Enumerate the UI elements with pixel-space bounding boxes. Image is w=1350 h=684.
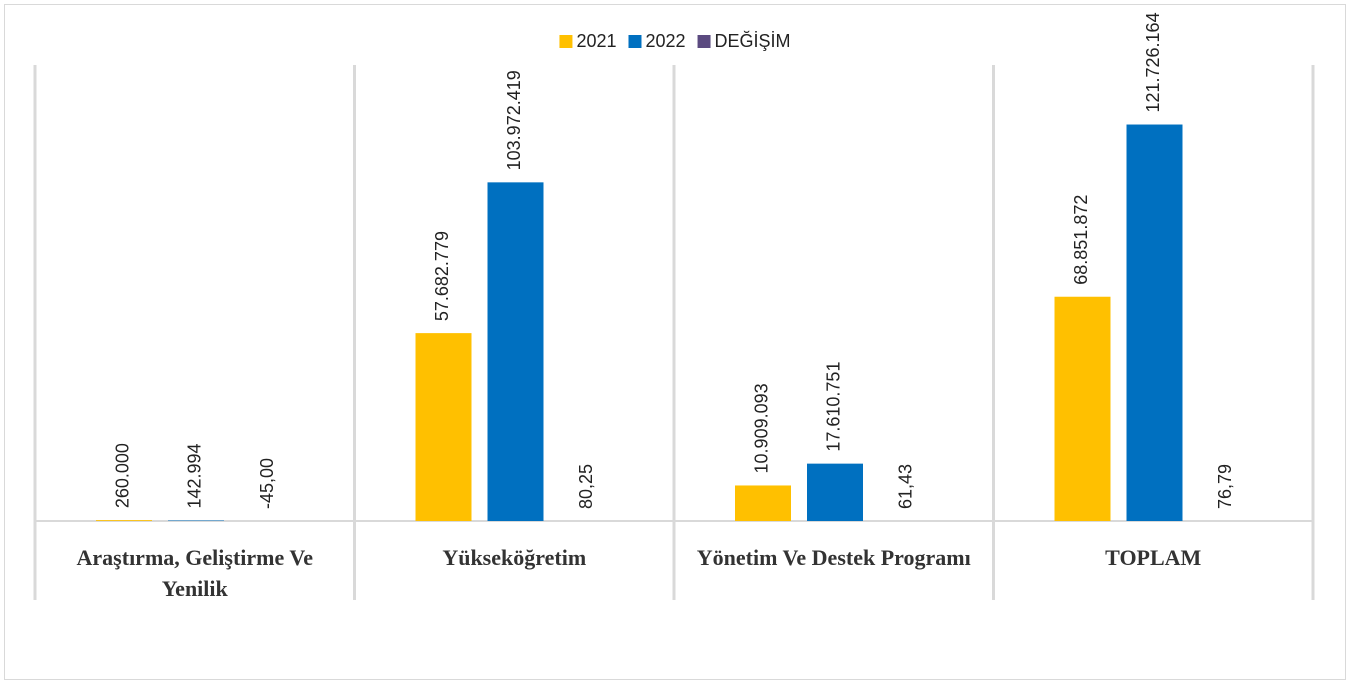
legend-label: 2022	[645, 31, 685, 51]
data-label: 10.909.093	[752, 383, 772, 473]
legend-label: 2021	[576, 31, 616, 51]
bar	[487, 182, 544, 521]
data-label: 57.682.779	[432, 231, 452, 321]
data-label: 17.610.751	[824, 362, 844, 452]
x-tick-label: Araştırma, Geliştirme Ve Yenilik	[76, 545, 313, 601]
bar	[807, 463, 863, 521]
bar	[96, 520, 152, 521]
data-label: -45,00	[257, 458, 277, 509]
x-tick-label: Yönetim Ve Destek Programı	[696, 545, 971, 570]
data-label: 80,25	[576, 464, 596, 509]
data-label: 103.972.419	[504, 70, 524, 170]
data-label: 68.851.872	[1071, 195, 1091, 285]
bar	[1126, 124, 1183, 521]
data-label: 142.994	[185, 443, 205, 508]
data-label: 260.000	[113, 443, 133, 508]
legend-swatch	[559, 35, 573, 48]
bar	[1054, 296, 1111, 521]
bar	[735, 485, 791, 521]
legend-label: DEĞİŞİM	[715, 30, 791, 51]
legend-swatch	[697, 35, 711, 48]
data-label: 121.726.164	[1143, 12, 1163, 112]
x-tick-label: TOPLAM	[1105, 545, 1202, 570]
data-label: 76,79	[1215, 464, 1235, 509]
data-label: 61,43	[896, 464, 916, 509]
legend-swatch	[628, 35, 642, 48]
x-tick-label: Yükseköğretim	[442, 545, 587, 570]
bar	[415, 333, 472, 521]
